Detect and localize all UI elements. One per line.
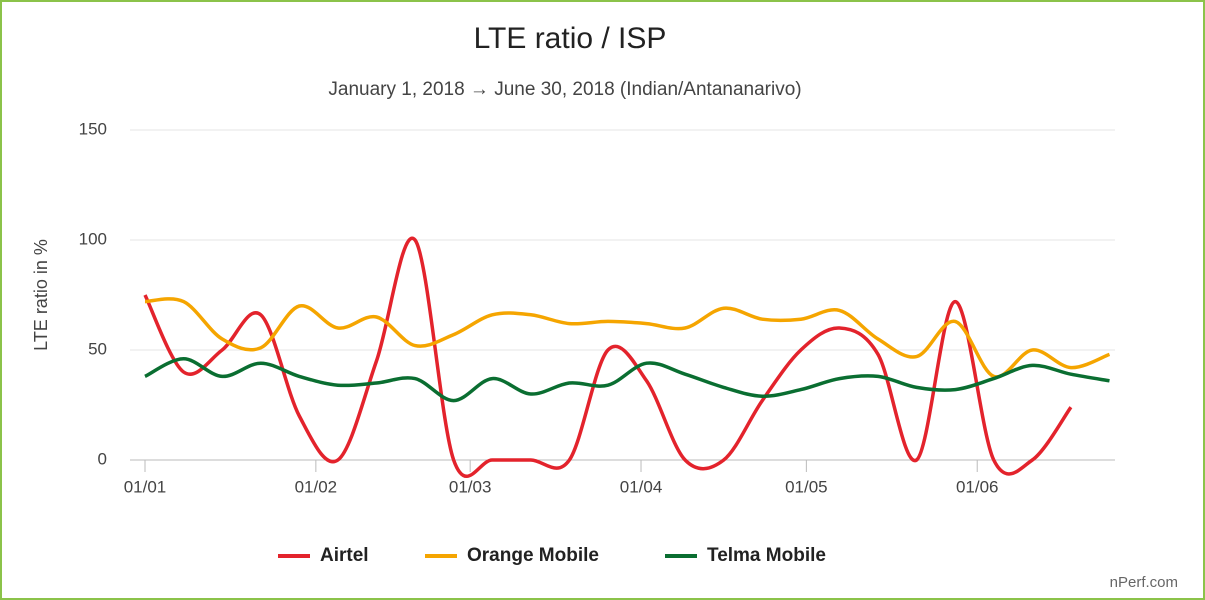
x-tick-label: 01/06 bbox=[956, 477, 999, 496]
chart-subtitle: January 1, 2018 → June 30, 2018 (Indian/… bbox=[328, 79, 801, 100]
series-line bbox=[143, 236, 1073, 478]
y-tick-label: 150 bbox=[79, 119, 107, 138]
y-tick-label: 0 bbox=[98, 449, 107, 468]
x-tick-label: 01/03 bbox=[449, 477, 492, 496]
legend-label: Orange Mobile bbox=[467, 545, 599, 566]
y-tick-label: 100 bbox=[79, 229, 107, 248]
x-tick-label: 01/01 bbox=[124, 477, 167, 496]
credit: nPerf.com bbox=[1110, 574, 1178, 591]
x-tick-label: 01/04 bbox=[620, 477, 663, 496]
series-line bbox=[144, 357, 1110, 403]
y-axis-label: LTE ratio in % bbox=[31, 239, 51, 351]
legend-label: Airtel bbox=[320, 545, 369, 566]
series-line bbox=[144, 297, 1111, 379]
x-tick-label: 01/02 bbox=[295, 477, 338, 496]
legend-label: Telma Mobile bbox=[707, 545, 826, 566]
x-tick-label: 01/05 bbox=[785, 477, 828, 496]
y-tick-label: 50 bbox=[88, 339, 107, 358]
chart-title: LTE ratio / ISP bbox=[474, 22, 667, 55]
